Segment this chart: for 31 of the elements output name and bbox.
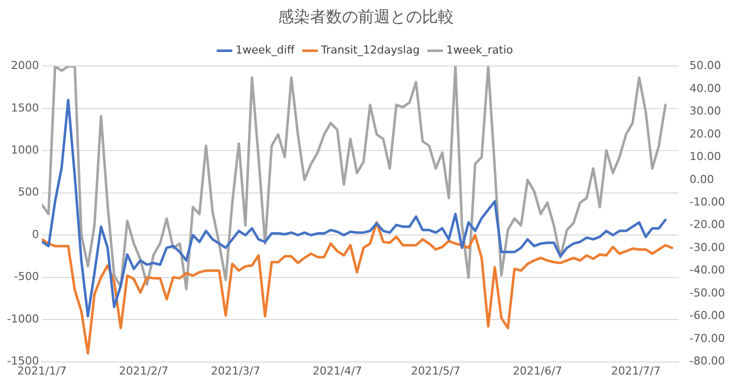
legend-label: Transit_12dayslag (320, 44, 420, 57)
y2-tick-label: 50.00 (690, 59, 722, 72)
y-tick-label: 1500 (10, 101, 39, 114)
y-tick-label: 500 (18, 186, 39, 199)
y-tick-label: 0 (32, 228, 39, 241)
y2-tick-label: 0.00 (690, 172, 714, 186)
y-tick-label: 2000 (10, 59, 39, 72)
x-tick-label: 2021/2/7 (118, 364, 168, 378)
y2-tick-label: -50.00 (690, 286, 726, 300)
y2-tick-label: -80.00 (690, 354, 726, 368)
x-tick-label: 2021/4/7 (312, 364, 362, 378)
y-tick-label: 1000 (10, 144, 39, 157)
y-tick-label: -1000 (6, 312, 39, 326)
x-tick-label: 2021/6/7 (512, 364, 562, 378)
legend-label: 1week_ratio (446, 44, 514, 57)
legend-label: 1week_diff (236, 44, 295, 57)
y2-tick-label: -70.00 (690, 332, 726, 345)
x-tick-label: 2021/3/7 (210, 364, 260, 378)
y2-tick-label: 30.00 (690, 104, 722, 118)
x-tick-label: 2021/7/7 (611, 364, 661, 378)
y2-tick-label: 20.00 (690, 127, 722, 140)
y2-tick-label: 10.00 (690, 150, 722, 164)
y2-tick-label: -20.00 (690, 218, 726, 232)
y-tick-label: -500 (14, 270, 39, 284)
x-tick-label: 2021/5/7 (411, 364, 460, 378)
chart-title: 感染者数の前週との比較 (278, 6, 454, 26)
y2-tick-label: -60.00 (690, 309, 726, 322)
y2-tick-label: 40.00 (690, 82, 722, 95)
y2-tick-label: -10.00 (690, 195, 726, 208)
y2-tick-label: -30.00 (690, 240, 726, 254)
y2-tick-label: -40.00 (690, 264, 726, 277)
